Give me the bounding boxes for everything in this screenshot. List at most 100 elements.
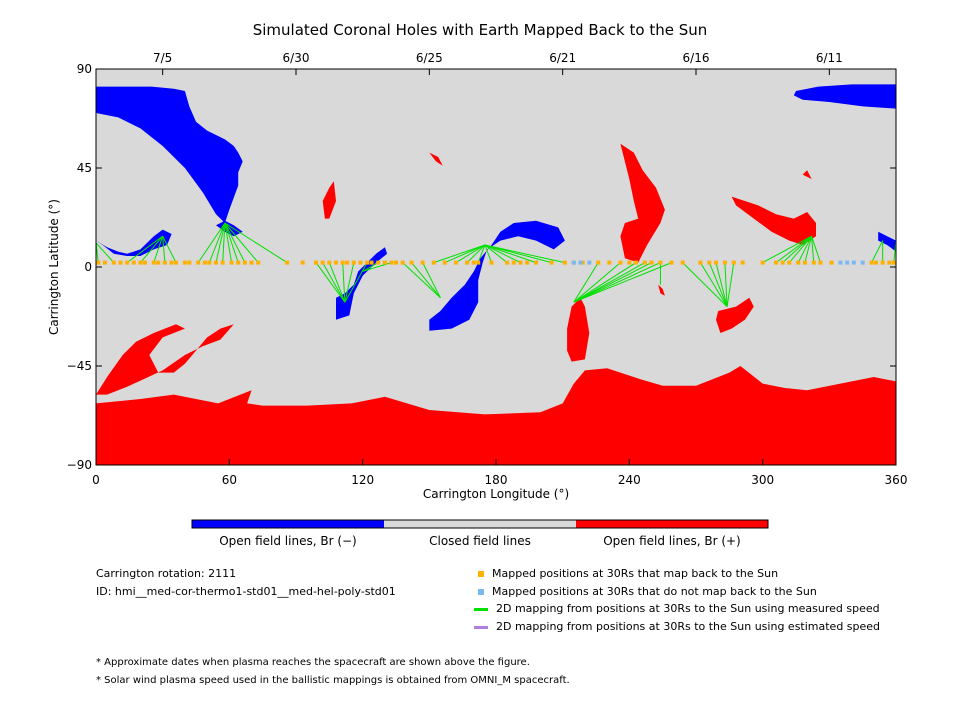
- mapped-point-59: [580, 260, 585, 265]
- positive-hole-1: [96, 366, 896, 465]
- mapped-point-28: [320, 260, 325, 265]
- mapped-point-50: [489, 260, 494, 265]
- mapped-point-14: [187, 260, 192, 265]
- legend-item-mapped: Mapped positions at 30Rs that map back t…: [478, 567, 778, 580]
- y-tick-label-4: −90: [67, 458, 92, 472]
- positive-hole-5: [731, 196, 816, 245]
- mapping-line-44: [573, 262, 672, 303]
- positive-hole-7: [429, 152, 443, 166]
- mapped-point-34: [358, 260, 363, 265]
- colorbar-negative: [192, 520, 384, 528]
- mapped-point-8: [151, 260, 156, 265]
- mapped-point-51: [505, 260, 510, 265]
- mapping-line-6: [162, 235, 177, 263]
- mapped-point-40: [394, 260, 398, 265]
- legend-label-unmapped: Mapped positions at 30Rs that do not map…: [492, 585, 817, 598]
- mapping-line-43: [573, 262, 661, 303]
- mapped-point-69: [680, 260, 685, 265]
- mapped-point-24: [256, 260, 261, 265]
- mapping-line-20: [344, 262, 355, 303]
- mapped-point-56: [549, 260, 554, 265]
- top-tick-label-1: 6/30: [283, 51, 310, 65]
- legend-square-mapped: [478, 571, 484, 577]
- mapped-point-10: [162, 260, 167, 265]
- mapping-line-1: [95, 242, 115, 263]
- mapping-line-38: [573, 262, 599, 303]
- legend-label-measured: 2D mapping from positions at 30Rs to the…: [496, 602, 880, 615]
- legend-item-unmapped: Mapped positions at 30Rs that do not map…: [478, 585, 817, 598]
- mapped-point-60: [596, 260, 601, 265]
- mapping-line-11: [224, 222, 233, 263]
- mapping-line-4: [153, 236, 164, 263]
- legend-item-measured: 2D mapping from positions at 30Rs to the…: [474, 602, 880, 615]
- mapped-point-22: [242, 260, 247, 265]
- mapped-point-11: [169, 260, 174, 265]
- x-tick-label-1: 60: [222, 473, 237, 487]
- mapped-point-2: [111, 260, 116, 265]
- mapping-line-32: [484, 244, 493, 263]
- top-tick-label-3: 6/21: [549, 51, 576, 65]
- mapping-line-17: [322, 262, 346, 303]
- mapped-point-66: [649, 260, 654, 265]
- mapping-line-12: [224, 222, 239, 263]
- mapping-line-54: [782, 235, 812, 263]
- top-tick-label-4: 6/16: [683, 51, 710, 65]
- mapping-line-57: [804, 236, 813, 263]
- negative-hole-1: [96, 229, 172, 256]
- mapped-point-70: [698, 260, 703, 265]
- mapping-line-34: [484, 244, 521, 264]
- mapping-line-56: [797, 235, 813, 263]
- mapping-line-13: [224, 222, 246, 263]
- mapping-line-9: [215, 222, 226, 263]
- x-tick-label-3: 180: [485, 473, 508, 487]
- mapped-point-72: [714, 260, 718, 265]
- mapped-point-7: [142, 260, 147, 265]
- mapping-line-31: [477, 244, 486, 263]
- mapping-line-49: [715, 262, 728, 307]
- positive-hole-0: [96, 324, 234, 395]
- mapping-line-26: [422, 262, 441, 299]
- mapping-line-58: [811, 236, 815, 263]
- mapped-point-80: [796, 260, 801, 265]
- mapped-point-9: [156, 260, 161, 265]
- note-dates: * Approximate dates when plasma reaches …: [96, 657, 530, 668]
- positive-hole-3: [620, 143, 665, 263]
- colorbar-label-negative: Open field lines, Br (−): [219, 534, 357, 548]
- mapped-point-15: [196, 260, 201, 265]
- x-tick-label-6: 360: [885, 473, 908, 487]
- mapped-point-38: [382, 260, 387, 265]
- mapped-point-73: [722, 260, 727, 265]
- legend-square-unmapped: [478, 589, 484, 595]
- mapped-point-85: [869, 260, 874, 265]
- mapped-point-19: [220, 260, 225, 265]
- mapped-point-27: [314, 260, 318, 265]
- mapping-line-50: [724, 262, 728, 307]
- mapped-point-25: [285, 260, 290, 265]
- mapping-line-18: [328, 262, 346, 303]
- y-tick-label-1: 45: [77, 161, 92, 175]
- negative-hole-0: [96, 86, 243, 223]
- mapped-point-61: [607, 260, 612, 265]
- mapping-line-24: [402, 262, 441, 299]
- y-tick-label-2: 0: [84, 260, 92, 274]
- legend-line-measured: [474, 607, 488, 611]
- unmapped-point-2: [587, 260, 592, 265]
- mapped-point-82: [811, 260, 816, 265]
- unmapped-point-6: [860, 260, 865, 265]
- mapped-point-64: [634, 260, 638, 265]
- mapped-point-57: [562, 260, 567, 265]
- mapped-point-76: [760, 260, 765, 265]
- mapped-point-65: [642, 260, 647, 265]
- mapped-point-12: [174, 260, 178, 265]
- mapped-point-26: [300, 260, 305, 265]
- mapped-point-21: [236, 260, 241, 265]
- mapping-line-33: [484, 244, 508, 263]
- mapped-point-88: [887, 260, 892, 265]
- mapped-point-32: [345, 260, 350, 265]
- mapping-line-15: [224, 222, 288, 264]
- mapping-line-29: [455, 244, 486, 264]
- legend-line-estimated: [474, 625, 488, 629]
- mapped-point-31: [340, 260, 345, 265]
- y-axis-label: Carrington Latitude (°): [47, 199, 61, 335]
- legend-item-estimated: 2D mapping from positions at 30Rs to the…: [474, 620, 880, 633]
